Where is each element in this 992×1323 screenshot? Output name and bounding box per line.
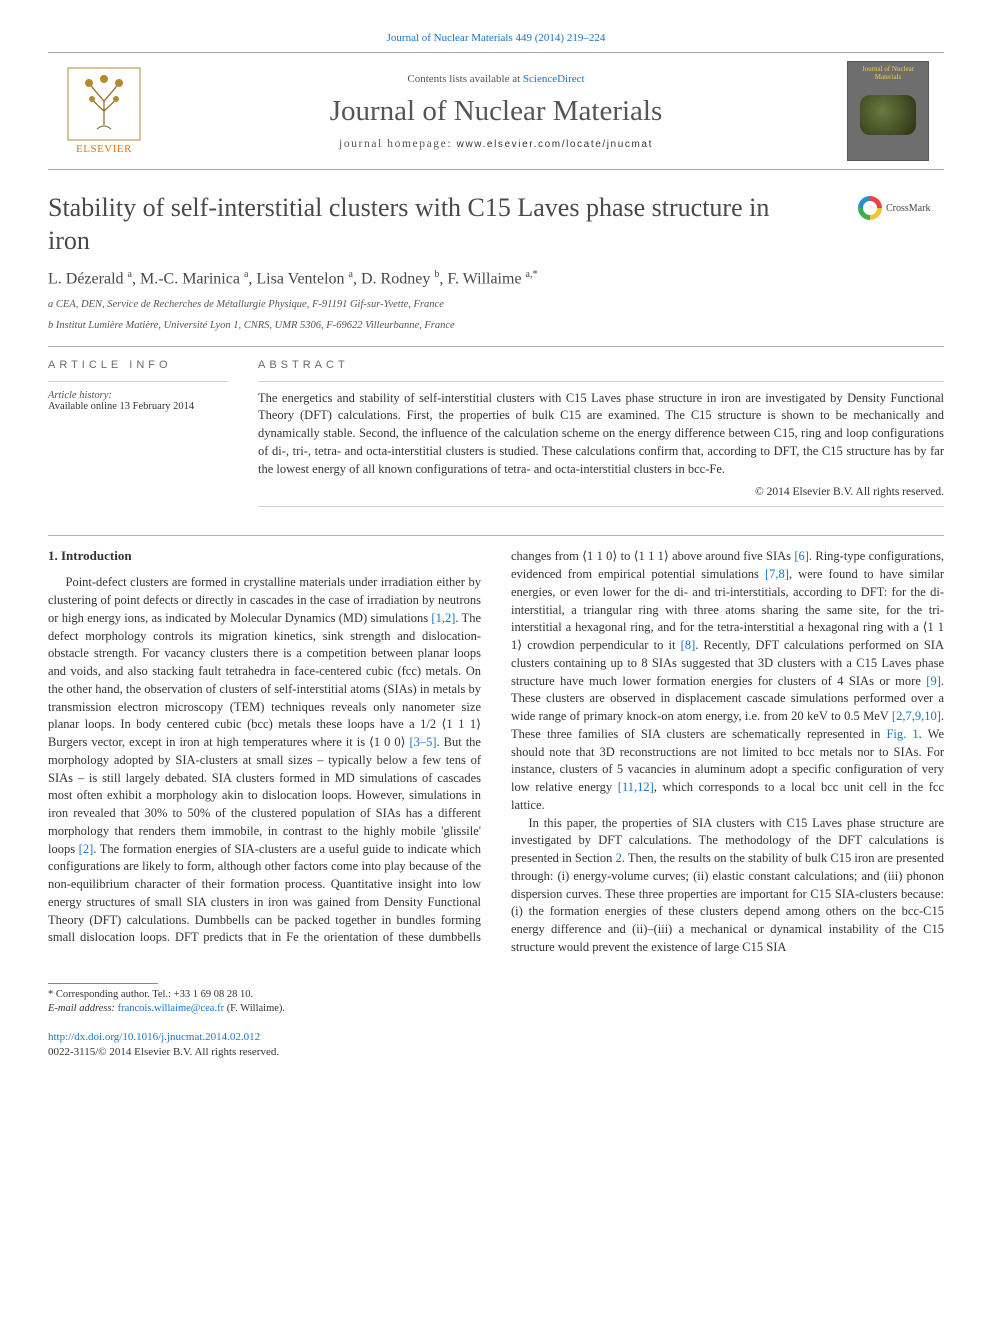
email-link[interactable]: francois.willaime@cea.fr [118,1003,224,1014]
crossmark-label: CrossMark [886,203,930,214]
ref-link-11-12[interactable]: [11,12] [618,780,654,794]
abstract-rule-bottom [258,506,944,507]
corr-tel: +33 1 69 08 28 10. [174,989,253,1000]
body-columns: 1. Introduction Point-defect clusters ar… [48,548,944,956]
history-value: Available online 13 February 2014 [48,401,228,412]
top-citation: Journal of Nuclear Materials 449 (2014) … [48,32,944,44]
journal-cover-slot: Journal of Nuclear Materials [838,61,938,161]
title-row: Stability of self-interstitial clusters … [48,192,944,257]
contents-line: Contents lists available at ScienceDirec… [154,73,838,85]
section-1-paragraph-2: In this paper, the properties of SIA clu… [511,815,944,957]
doi-block: http://dx.doi.org/10.1016/j.jnucmat.2014… [48,1030,944,1060]
journal-cover-title: Journal of Nuclear Materials [852,66,924,81]
footnote-rule [48,983,158,984]
corresponding-author-footnote: * Corresponding author. Tel.: +33 1 69 0… [48,988,944,1002]
abstract: ABSTRACT The energetics and stability of… [258,359,944,516]
body-text: Point-defect clusters are formed in crys… [48,575,481,625]
ref-link-6[interactable]: [6] [794,549,809,563]
journal-cover-image-icon [860,95,916,135]
crossmark-icon [858,196,882,220]
ref-link-7-8[interactable]: [7,8] [765,567,789,581]
info-abstract-row: ARTICLE INFO Article history: Available … [48,359,944,516]
info-rule [48,381,228,382]
publisher-logo-slot: ELSEVIER [54,67,154,155]
body-text: . But the morphology adopted by SIA-clus… [48,735,481,856]
elsevier-logo[interactable]: ELSEVIER [67,67,141,155]
email-footnote: E-mail address: francois.willaime@cea.fr… [48,1002,944,1016]
section-1-heading: 1. Introduction [48,548,481,564]
email-person: (F. Willaime). [224,1003,285,1014]
affiliation-b: b Institut Lumière Matière, Université L… [48,319,944,334]
masthead-center: Contents lists available at ScienceDirec… [154,73,838,150]
doi-link[interactable]: http://dx.doi.org/10.1016/j.jnucmat.2014… [48,1031,260,1043]
abstract-heading: ABSTRACT [258,359,944,371]
journal-homepage: journal homepage: www.elsevier.com/locat… [154,138,838,150]
journal-name: Journal of Nuclear Materials [154,95,838,128]
body-text: . Then, the results on the stability of … [511,851,944,954]
email-label: E-mail address: [48,1003,118,1014]
affiliations: a CEA, DEN, Service de Recherches de Mét… [48,298,944,333]
crossmark-badge[interactable]: CrossMark [858,192,944,220]
affiliation-a: a CEA, DEN, Service de Recherches de Mét… [48,298,944,313]
fig-link-1[interactable]: Fig. 1 [886,727,918,741]
top-citation-link[interactable]: Journal of Nuclear Materials 449 (2014) … [387,32,606,44]
abstract-text: The energetics and stability of self-int… [258,390,944,479]
ref-link-2[interactable]: [2] [79,842,94,856]
homepage-url[interactable]: www.elsevier.com/locate/jnucmat [457,139,653,150]
homepage-prefix: journal homepage: [339,138,457,150]
authors: L. Dézerald a, M.-C. Marinica a, Lisa Ve… [48,269,944,288]
rule-top [48,346,944,347]
history-label: Article history: [48,390,228,401]
footer: * Corresponding author. Tel.: +33 1 69 0… [48,983,944,1060]
ref-link-1-2[interactable]: [1,2] [431,611,455,625]
body-text: . The defect morphology controls its mig… [48,611,481,749]
abstract-copyright: © 2014 Elsevier B.V. All rights reserved… [258,486,944,498]
ref-link-8[interactable]: [8] [681,638,696,652]
ref-link-3-5[interactable]: [3–5] [409,735,436,749]
sciencedirect-link[interactable]: ScienceDirect [523,73,585,85]
abstract-rule-top [258,381,944,382]
corr-label: * Corresponding author. Tel.: [48,989,174,1000]
article-info: ARTICLE INFO Article history: Available … [48,359,228,516]
ref-link-2-7-9-10[interactable]: [2,7,9,10] [892,709,941,723]
rule-bottom [48,535,944,536]
ref-link-9[interactable]: [9] [926,674,941,688]
masthead: ELSEVIER Contents lists available at Sci… [48,52,944,170]
journal-cover[interactable]: Journal of Nuclear Materials [847,61,929,161]
publisher-name: ELSEVIER [76,143,132,155]
article-info-heading: ARTICLE INFO [48,359,228,371]
article-title: Stability of self-interstitial clusters … [48,192,808,257]
issn-copyright: 0022-3115/© 2014 Elsevier B.V. All right… [48,1046,279,1058]
elsevier-tree-icon [67,67,141,141]
contents-prefix: Contents lists available at [407,73,522,85]
